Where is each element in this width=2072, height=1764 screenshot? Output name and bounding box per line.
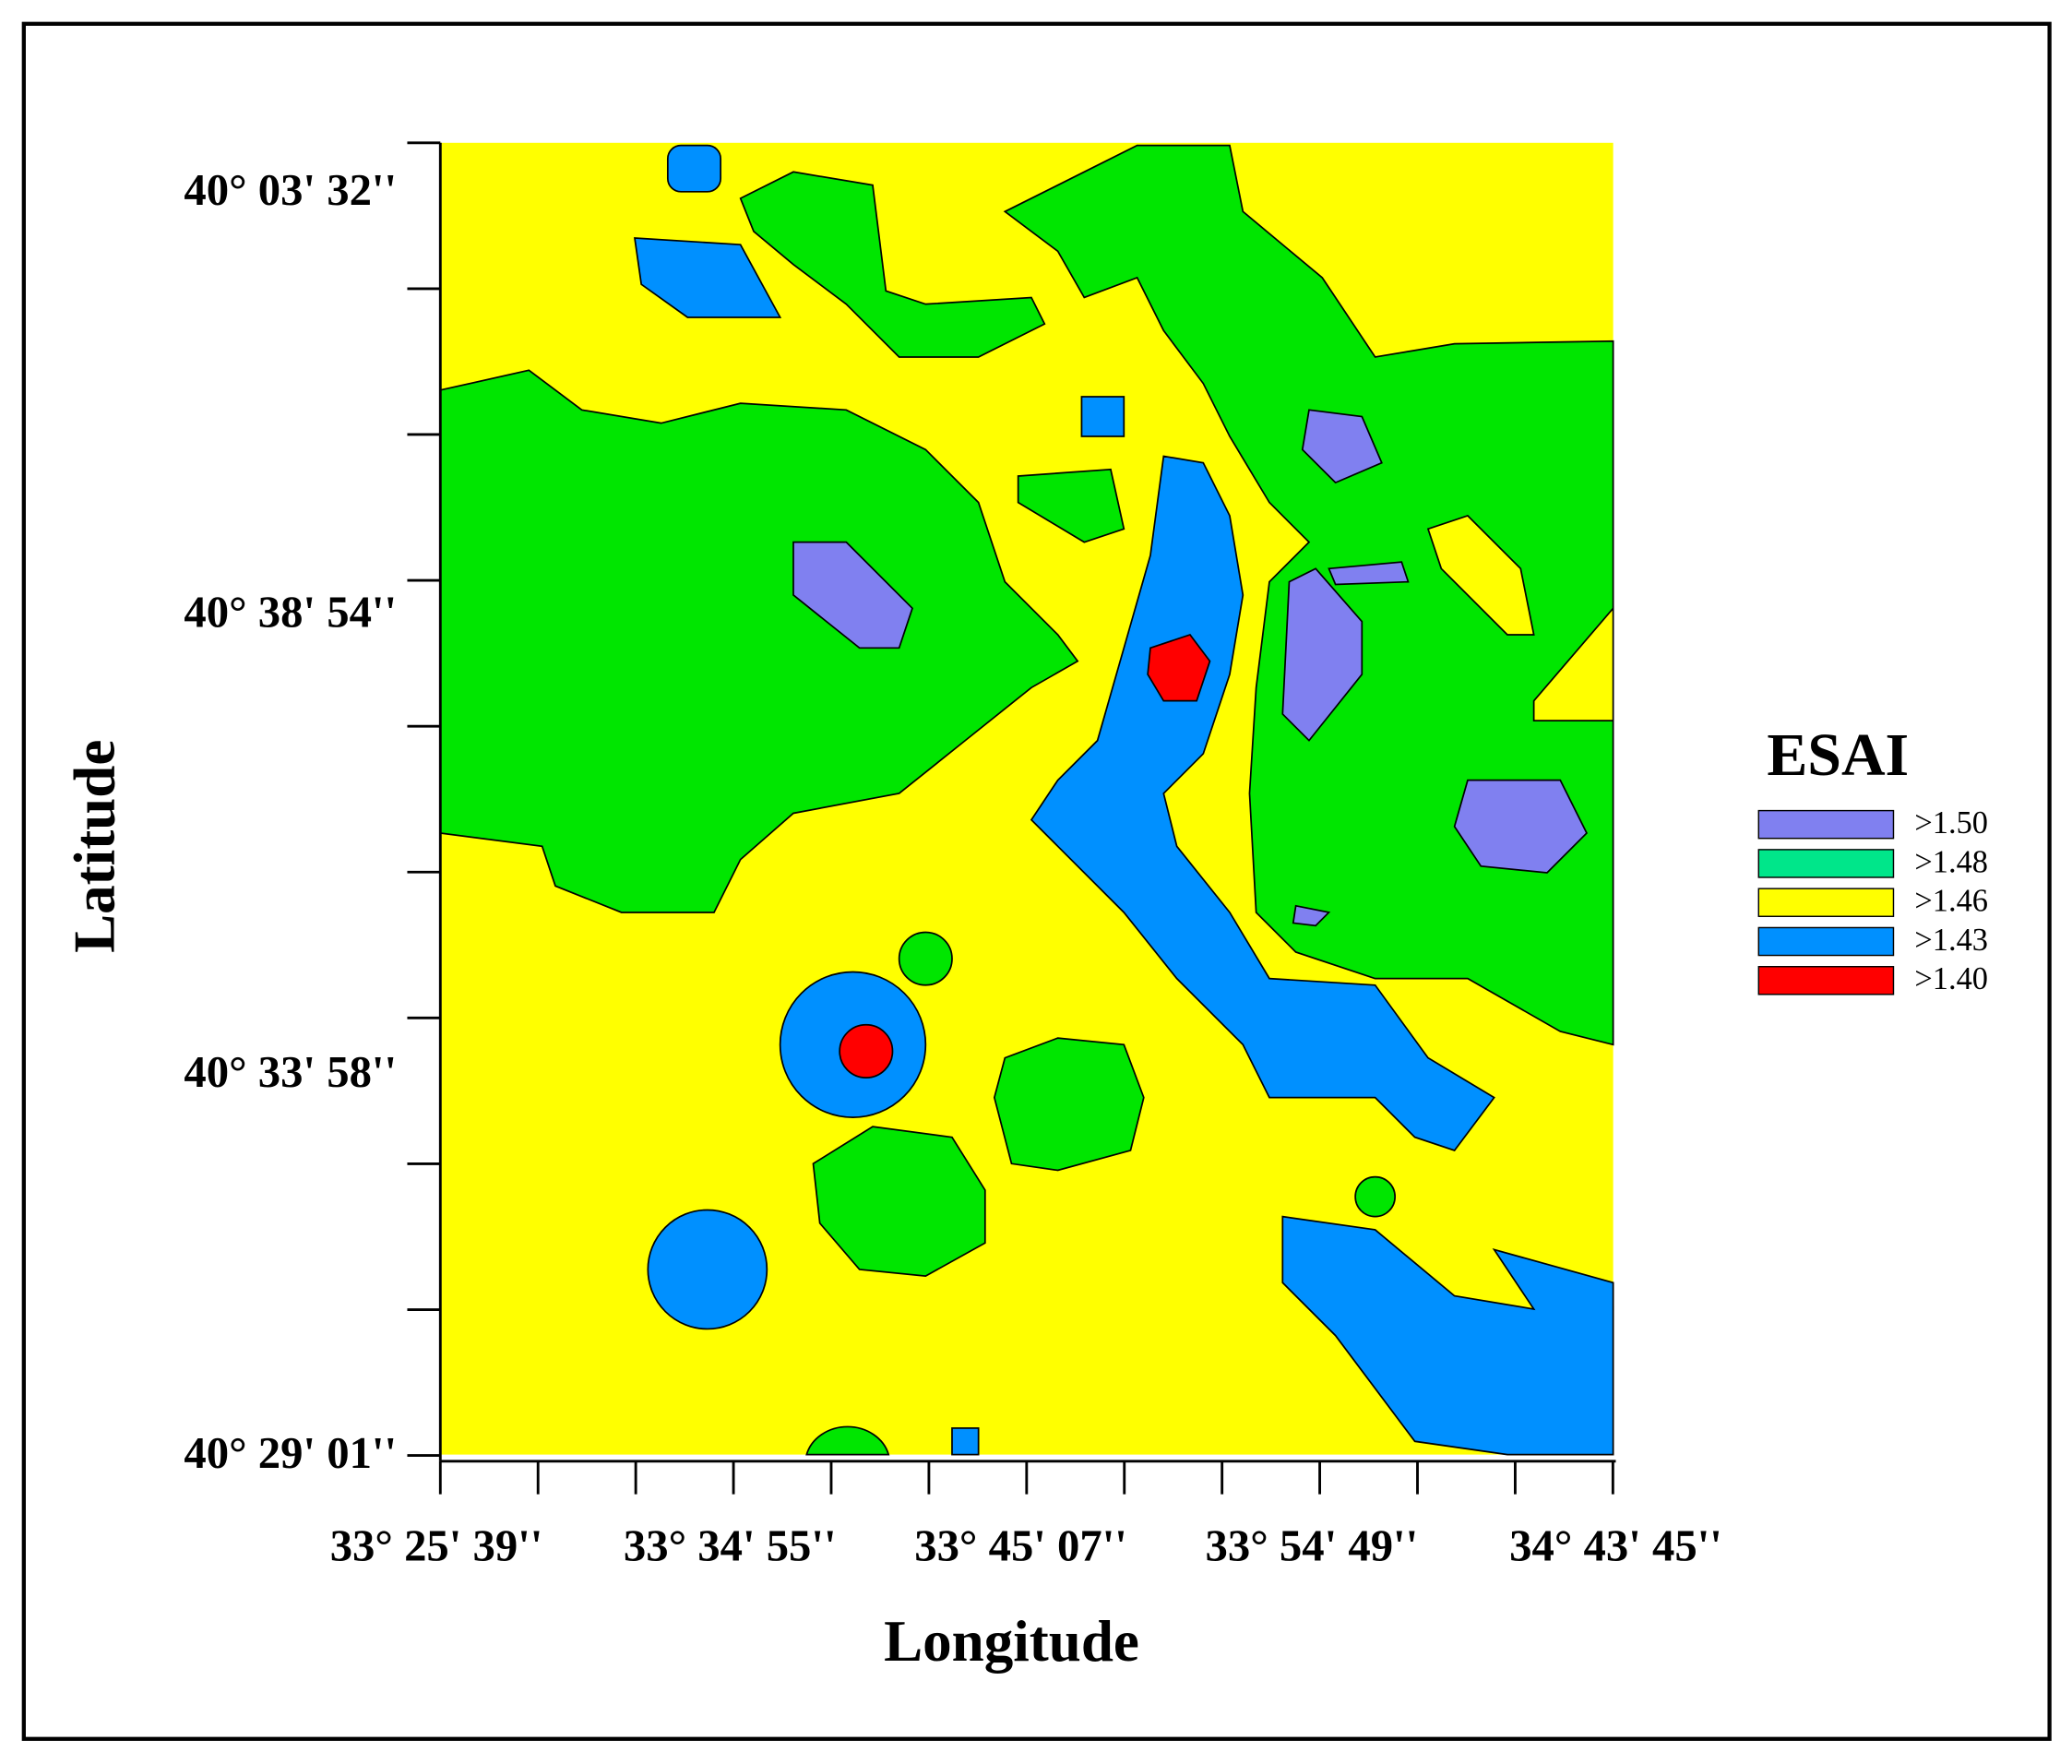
legend-swatch xyxy=(1757,888,1895,917)
legend-label: >1.50 xyxy=(1914,805,1988,840)
contour-map xyxy=(439,142,1614,1456)
x-tick-label: 33° 54' 49'' xyxy=(1206,1520,1419,1570)
x-tick-label: 33° 34' 55'' xyxy=(624,1520,837,1570)
legend-swatch xyxy=(1757,966,1895,995)
y-tick-label: 40° 03' 32'' xyxy=(184,165,397,215)
x-axis-title: Longitude xyxy=(884,1609,1139,1674)
legend: >1.50 >1.48 >1.46 >1.43>1.40 xyxy=(1757,805,1988,996)
x-tick-label: 33° 25' 39'' xyxy=(330,1520,543,1570)
legend-label: >1.43 xyxy=(1914,923,1988,958)
y-tick-label: 40° 29' 01'' xyxy=(184,1428,397,1478)
x-tick-label: 34° 43' 45'' xyxy=(1509,1520,1722,1570)
regions-purple xyxy=(792,409,1589,927)
legend-label: >1.48 xyxy=(1914,844,1988,879)
legend-swatch xyxy=(1757,926,1895,957)
legend-label: >1.46 xyxy=(1914,884,1988,919)
legend-swatch xyxy=(1757,809,1895,840)
y-axis-title: Latitude xyxy=(62,740,126,953)
legend-title: ESAI xyxy=(1767,721,1909,789)
regions-yellow-inner xyxy=(1426,514,1614,721)
legend-swatch xyxy=(1757,849,1895,878)
axes xyxy=(407,141,1616,1495)
y-tick-label: 40° 38' 54'' xyxy=(184,587,397,637)
y-tick-label: 40° 33' 58'' xyxy=(184,1047,397,1097)
regions-red xyxy=(839,633,1211,1079)
x-tick-label: 33° 45' 07'' xyxy=(914,1520,1127,1570)
legend-label: >1.40 xyxy=(1914,961,1988,996)
